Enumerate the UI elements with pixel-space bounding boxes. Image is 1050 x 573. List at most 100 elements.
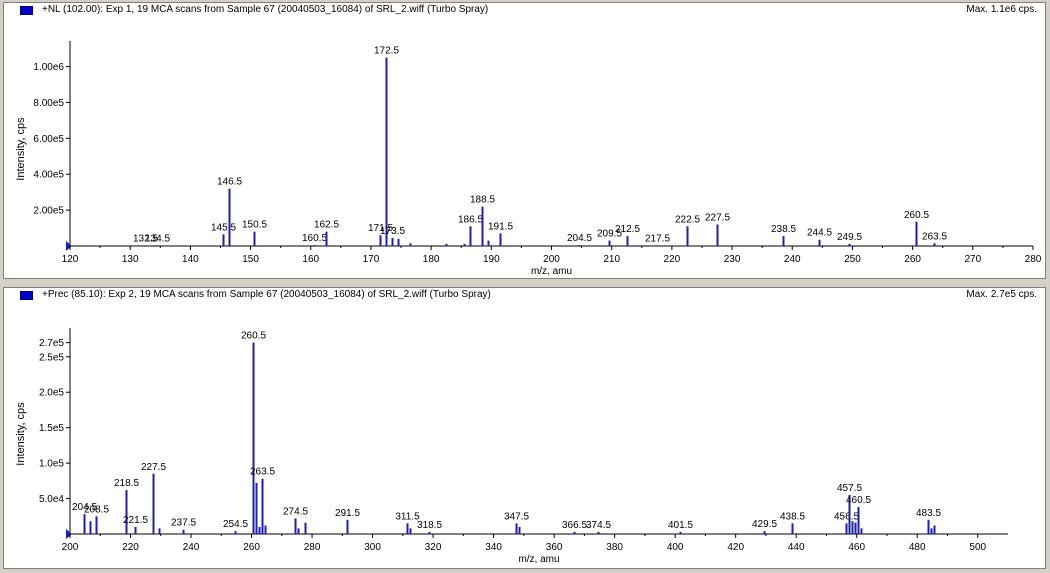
peak-label: 244.5 xyxy=(807,228,832,239)
peak-label: 146.5 xyxy=(217,177,242,188)
x-tick-label: 120 xyxy=(62,254,79,265)
x-tick-label: 190 xyxy=(483,254,500,265)
x-tick-label: 150 xyxy=(242,254,259,265)
peak-label: 204.5 xyxy=(72,502,97,513)
peak-label: 238.5 xyxy=(771,224,796,235)
x-tick-label: 230 xyxy=(724,254,741,265)
peak-label: 132.5 xyxy=(133,233,158,244)
peak-label: 460.5 xyxy=(846,495,871,506)
x-tick-label: 200 xyxy=(62,542,79,553)
peak-label: 209.5 xyxy=(597,229,622,240)
peak-label: 311.5 xyxy=(395,511,420,522)
y-tick-label: 1.5e5 xyxy=(39,423,64,434)
x-tick-label: 200 xyxy=(543,254,560,265)
x-tick-label: 280 xyxy=(1025,254,1042,265)
spectrum-panel-nl: +NL (102.00): Exp 1, 19 MCA scans from S… xyxy=(3,2,1046,279)
x-tick-label: 240 xyxy=(784,254,801,265)
x-axis-label: m/z, amu xyxy=(518,554,559,565)
peak-label: 347.5 xyxy=(504,511,529,522)
x-tick-label: 420 xyxy=(727,542,744,553)
x-tick-label: 180 xyxy=(423,254,440,265)
peak-label: 204.5 xyxy=(567,233,592,244)
x-tick-label: 220 xyxy=(664,254,681,265)
panel-title: +NL (102.00): Exp 1, 19 MCA scans from S… xyxy=(42,4,489,15)
y-tick-label: 5.0e4 xyxy=(39,494,64,505)
peak-label: 221.5 xyxy=(123,515,148,526)
spectrum-chart-prec[interactable]: 200 220 240 260 280 300 320 340 360 380 400 420 440 4… xyxy=(4,288,1045,568)
peak-label: 237.5 xyxy=(171,518,196,529)
y-tick-label: 6.00e5 xyxy=(33,134,64,145)
peak-label: 291.5 xyxy=(335,508,360,519)
peak-label: 217.5 xyxy=(645,233,670,244)
peak-label: 318.5 xyxy=(417,520,442,531)
peak-label: 249.5 xyxy=(837,232,862,243)
y-tick-label: 2.0e5 xyxy=(39,388,64,399)
peak-label: 274.5 xyxy=(283,506,308,517)
y-tick-label: 2.00e5 xyxy=(33,206,64,217)
peak-label: 218.5 xyxy=(114,478,139,489)
x-tick-label: 170 xyxy=(363,254,380,265)
peak-label: 260.5 xyxy=(904,210,929,221)
x-tick-label: 270 xyxy=(964,254,981,265)
x-tick-label: 480 xyxy=(909,542,926,553)
x-tick-label: 320 xyxy=(425,542,442,553)
x-tick-label: 260 xyxy=(243,542,260,553)
x-tick-label: 240 xyxy=(183,542,200,553)
peak-label: 401.5 xyxy=(668,520,693,531)
peak-label: 134.5 xyxy=(145,233,170,244)
peak-label: 260.5 xyxy=(241,331,266,342)
peak-label: 429.5 xyxy=(752,519,777,530)
peak-label: 186.5 xyxy=(458,214,483,225)
x-tick-label: 210 xyxy=(603,254,620,265)
x-tick-label: 160 xyxy=(302,254,319,265)
peak-label: 150.5 xyxy=(242,220,267,231)
x-tick-label: 500 xyxy=(969,542,986,553)
peak-label: 457.5 xyxy=(837,483,862,494)
peak-label: 227.5 xyxy=(705,212,730,223)
x-tick-label: 140 xyxy=(182,254,199,265)
peak-label: 263.5 xyxy=(250,467,275,478)
peak-label: 483.5 xyxy=(916,508,941,519)
x-tick-label: 300 xyxy=(364,542,381,553)
x-tick-label: 360 xyxy=(546,542,563,553)
peak-label: 188.5 xyxy=(470,195,495,206)
peak-label: 171.5 xyxy=(368,223,393,234)
scan-start-marker-icon[interactable] xyxy=(66,241,72,251)
spectrum-color-square-icon[interactable] xyxy=(20,6,33,15)
y-tick-label: 4.00e5 xyxy=(33,170,64,181)
peak-label: 374.5 xyxy=(586,520,611,531)
peak-label: 438.5 xyxy=(780,511,805,522)
peak-label: 254.5 xyxy=(223,519,248,530)
x-tick-label: 250 xyxy=(844,254,861,265)
max-intensity-text: Max. 2.7e5 cps. xyxy=(966,289,1037,300)
x-tick-label: 400 xyxy=(667,542,684,553)
peak-label: 145.5 xyxy=(211,222,236,233)
spectrum-chart-nl[interactable]: 120 130 140 150 160 170 180 190 200 210 220 230 240 2… xyxy=(4,3,1045,278)
x-tick-label: 130 xyxy=(122,254,139,265)
x-tick-label: 340 xyxy=(485,542,502,553)
peak-label: 173.5 xyxy=(380,226,405,237)
panel-title: +Prec (85.10): Exp 2, 19 MCA scans from … xyxy=(42,289,491,300)
peak-label: 263.5 xyxy=(922,231,947,242)
peak-label: 160.5 xyxy=(302,233,327,244)
y-tick-label: 2.7e5 xyxy=(39,338,64,349)
y-tick-label: 1.00e6 xyxy=(33,62,64,73)
y-tick-label: 8.00e5 xyxy=(33,98,64,109)
peak-label: 172.5 xyxy=(374,46,399,57)
y-tick-label: 2.5e5 xyxy=(39,352,64,363)
x-tick-label: 280 xyxy=(304,542,321,553)
y-tick-label: 1.0e5 xyxy=(39,459,64,470)
peak-label: 227.5 xyxy=(141,462,166,473)
spectrum-panel-prec: +Prec (85.10): Exp 2, 19 MCA scans from … xyxy=(3,287,1046,569)
peak-label: 208.5 xyxy=(84,504,109,515)
max-intensity-text: Max. 1.1e6 cps. xyxy=(966,4,1037,15)
x-tick-label: 460 xyxy=(848,542,865,553)
peak-label: 212.5 xyxy=(615,224,640,235)
scan-start-marker-icon[interactable] xyxy=(66,529,72,539)
peak-label: 366.5 xyxy=(562,520,587,531)
peak-label: 222.5 xyxy=(675,214,700,225)
x-tick-label: 440 xyxy=(788,542,805,553)
peak-label: 162.5 xyxy=(314,220,339,231)
spectrum-color-square-icon[interactable] xyxy=(20,291,33,300)
peak-label: 191.5 xyxy=(488,221,513,232)
